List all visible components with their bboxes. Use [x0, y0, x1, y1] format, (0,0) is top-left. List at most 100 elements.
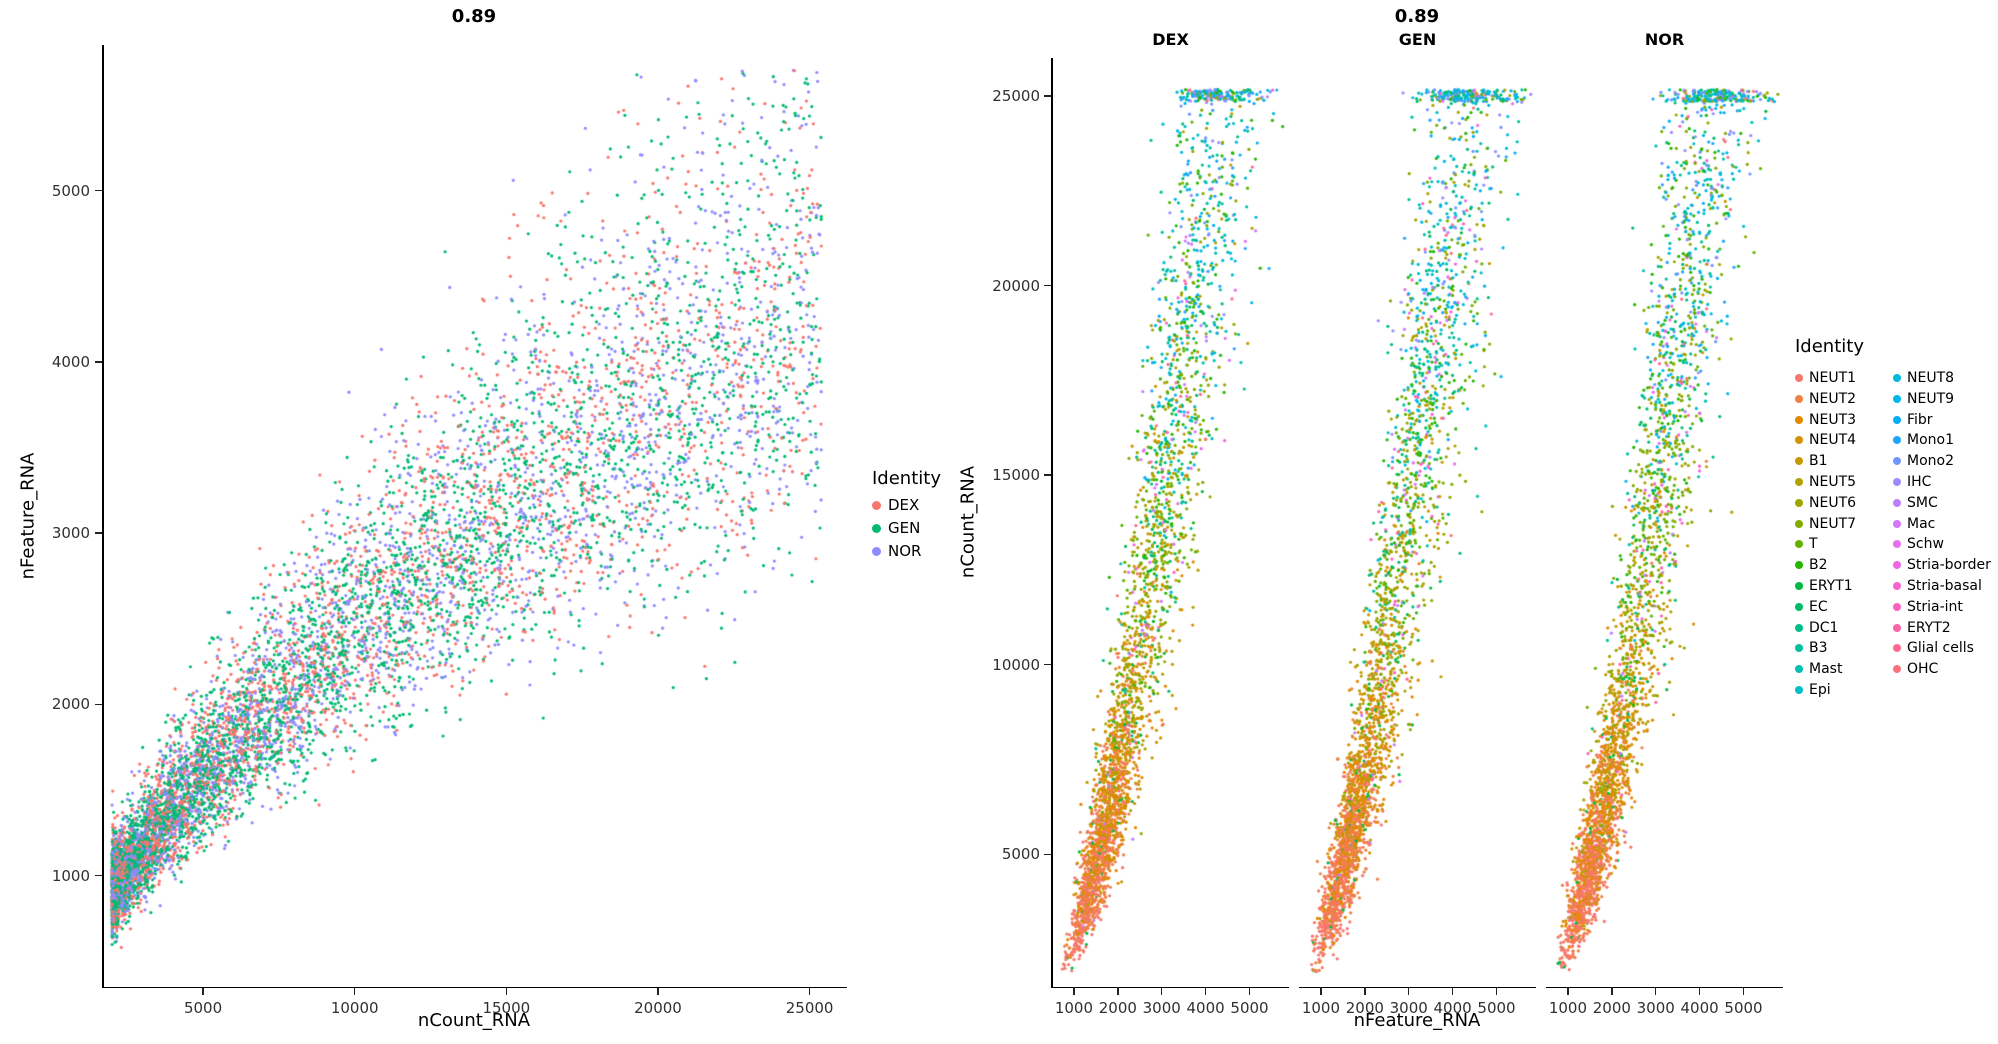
legend-label: Stria-basal	[1907, 578, 1982, 594]
x-tick-mark	[1451, 987, 1454, 995]
facet-x-axis-line	[1052, 986, 1289, 988]
y-tick-label: 15000	[992, 466, 1040, 485]
x-tick-label: 3000	[1389, 999, 1428, 1017]
legend-item-dex: DEX	[872, 496, 919, 514]
legend-swatch-gen	[872, 523, 881, 533]
legend-label: B3	[1809, 640, 1828, 657]
legend-swatch-neut4	[1795, 436, 1803, 445]
legend-swatch-neut7	[1795, 519, 1803, 528]
y-tick-label: 25000	[992, 86, 1040, 105]
y-tick-label: 5000	[1001, 845, 1040, 864]
legend-swatch-neut1	[1795, 374, 1803, 382]
x-tick-mark	[1495, 987, 1498, 995]
legend-item-mono1: Mono1	[1893, 432, 1954, 448]
y-tick-mark	[95, 532, 103, 534]
legend-swatch-b3	[1795, 644, 1803, 653]
legend-label: NEUT4	[1809, 432, 1857, 449]
legend-swatch-smc	[1893, 498, 1901, 507]
legend-label: NEUT3	[1809, 411, 1857, 428]
legend-item-ohc: OHC	[1893, 661, 1938, 677]
left-legend-title: Identity	[872, 468, 941, 489]
legend-label: Glial cells	[1907, 640, 1974, 657]
x-tick-mark	[1117, 987, 1119, 995]
y-tick-label: 2000	[51, 695, 90, 714]
legend-item-neut1: NEUT1	[1795, 370, 1856, 386]
x-tick-label: 1000	[1548, 999, 1588, 1017]
left-x-axis-line	[102, 986, 847, 988]
legend-item-ec: EC	[1795, 599, 1828, 615]
legend-label: NOR	[888, 542, 922, 560]
x-tick-label: 1000	[1054, 999, 1094, 1017]
legend-label: Mono1	[1907, 432, 1954, 449]
y-tick-mark	[95, 703, 103, 706]
legend-item-gen: GEN	[872, 519, 920, 537]
legend-swatch-epi	[1795, 686, 1803, 694]
legend-item-eryt2: ERYT2	[1893, 620, 1951, 636]
facet-label-nor: NOR	[1644, 30, 1685, 49]
x-tick-mark	[1698, 987, 1701, 995]
y-tick-mark	[1044, 474, 1052, 476]
legend-item-dc1: DC1	[1795, 620, 1838, 636]
x-tick-label: 25000	[785, 999, 834, 1017]
legend-swatch-neut5	[1795, 478, 1803, 486]
legend-item-neut9: NEUT9	[1893, 391, 1954, 407]
legend-item-stria-border: Stria-border	[1893, 557, 1991, 573]
x-tick-mark	[1742, 987, 1745, 995]
x-tick-label: 2000	[1592, 999, 1631, 1017]
legend-item-fibr: Fibr	[1893, 412, 1933, 428]
facet-x-axis-line	[1299, 986, 1536, 988]
y-tick-mark	[1044, 284, 1052, 287]
y-tick-label: 3000	[51, 524, 90, 543]
y-tick-label: 4000	[51, 352, 90, 371]
legend-item-schw: Schw	[1893, 536, 1944, 552]
legend-item-neut3: NEUT3	[1795, 412, 1856, 428]
legend-swatch-nor	[872, 546, 881, 556]
legend-label: Epi	[1809, 682, 1831, 698]
legend-label: NEUT9	[1907, 390, 1955, 407]
x-tick-label: 2000	[1345, 999, 1384, 1017]
facet-x-axis-line	[1546, 986, 1783, 988]
legend-item-stria-int: Stria-int	[1893, 599, 1963, 615]
legend-swatch-t	[1795, 540, 1803, 549]
legend-label: ERYT1	[1809, 578, 1853, 594]
legend-label: NEUT2	[1809, 390, 1857, 407]
legend-item-glial-cells: Glial cells	[1893, 640, 1974, 656]
legend-swatch-ihc	[1893, 478, 1901, 486]
legend-item-mono2: Mono2	[1893, 453, 1954, 469]
legend-item-mast: Mast	[1795, 661, 1842, 677]
legend-swatch-ec	[1795, 602, 1803, 611]
x-tick-label: 5000	[1230, 999, 1269, 1017]
legend-swatch-ohc	[1893, 665, 1901, 674]
legend-swatch-glial-cells	[1893, 644, 1901, 653]
x-tick-mark	[1611, 987, 1613, 995]
legend-swatch-eryt2	[1893, 623, 1901, 632]
x-tick-mark	[1654, 987, 1657, 995]
legend-label: NEUT6	[1809, 494, 1857, 511]
x-tick-mark	[1567, 987, 1569, 995]
left-y-axis-title: nFeature_RNA	[17, 452, 39, 580]
legend-label: EC	[1809, 598, 1828, 615]
y-tick-mark	[1044, 663, 1052, 666]
legend-item-neut7: NEUT7	[1795, 516, 1856, 532]
legend-item-b1: B1	[1795, 453, 1828, 469]
x-tick-label: 20000	[634, 999, 682, 1017]
legend-swatch-stria-basal	[1893, 582, 1901, 590]
legend-label: B1	[1809, 453, 1828, 470]
x-tick-mark	[1407, 987, 1410, 995]
legend-label: IHC	[1907, 474, 1932, 490]
y-tick-mark	[95, 189, 103, 192]
legend-item-b2: B2	[1795, 557, 1828, 573]
x-tick-mark	[505, 987, 508, 995]
legend-label: GEN	[888, 519, 921, 537]
x-tick-mark	[1320, 987, 1322, 995]
legend-swatch-neut8	[1893, 374, 1901, 382]
legend-label: NEUT7	[1809, 515, 1857, 532]
legend-swatch-neut6	[1795, 498, 1803, 507]
right-legend-title: Identity	[1795, 336, 1864, 357]
right-plot-title: 0.89	[1394, 6, 1440, 27]
legend-label: Schw	[1907, 536, 1944, 553]
y-tick-mark	[1044, 95, 1052, 97]
legend-label: Fibr	[1907, 411, 1933, 428]
legend-item-eryt1: ERYT1	[1795, 578, 1853, 594]
